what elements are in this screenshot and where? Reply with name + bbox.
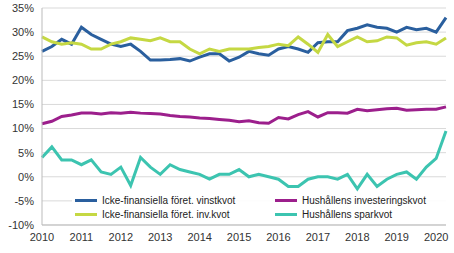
svg-text:2020: 2020 — [424, 231, 446, 243]
svg-text:2013: 2013 — [148, 231, 172, 243]
svg-text:20%: 20% — [12, 74, 34, 86]
svg-text:35%: 35% — [12, 2, 34, 14]
html-text:Hushållens sparkvot: Hushållens sparkvot — [302, 209, 392, 220]
html-text:Icke-finansiella föret. vinstk: Icke-finansiella föret. vinstkvot — [102, 195, 236, 206]
svg-text:-10%: -10% — [8, 219, 34, 231]
svg-text:15%: 15% — [12, 98, 34, 110]
svg-text:2016: 2016 — [266, 231, 290, 243]
svg-text:30%: 30% — [12, 26, 34, 38]
svg-text:5%: 5% — [18, 147, 34, 159]
svg-text:2017: 2017 — [306, 231, 330, 243]
svg-text:25%: 25% — [12, 50, 34, 62]
svg-text:2015: 2015 — [227, 231, 251, 243]
svg-text:2011: 2011 — [70, 231, 94, 243]
svg-text:0%: 0% — [18, 171, 34, 183]
html-text:Hushållens investeringskvot: Hushållens investeringskvot — [302, 195, 426, 206]
svg-text:2019: 2019 — [384, 231, 408, 243]
svg-text:2018: 2018 — [345, 231, 369, 243]
svg-text:2014: 2014 — [187, 231, 211, 243]
svg-text:2010: 2010 — [30, 231, 54, 243]
svg-text:2012: 2012 — [109, 231, 133, 243]
html-text:Icke-finansiella föret. inv.kv: Icke-finansiella föret. inv.kvot — [102, 209, 230, 220]
svg-text:-5%: -5% — [14, 195, 34, 207]
svg-text:10%: 10% — [12, 122, 34, 134]
